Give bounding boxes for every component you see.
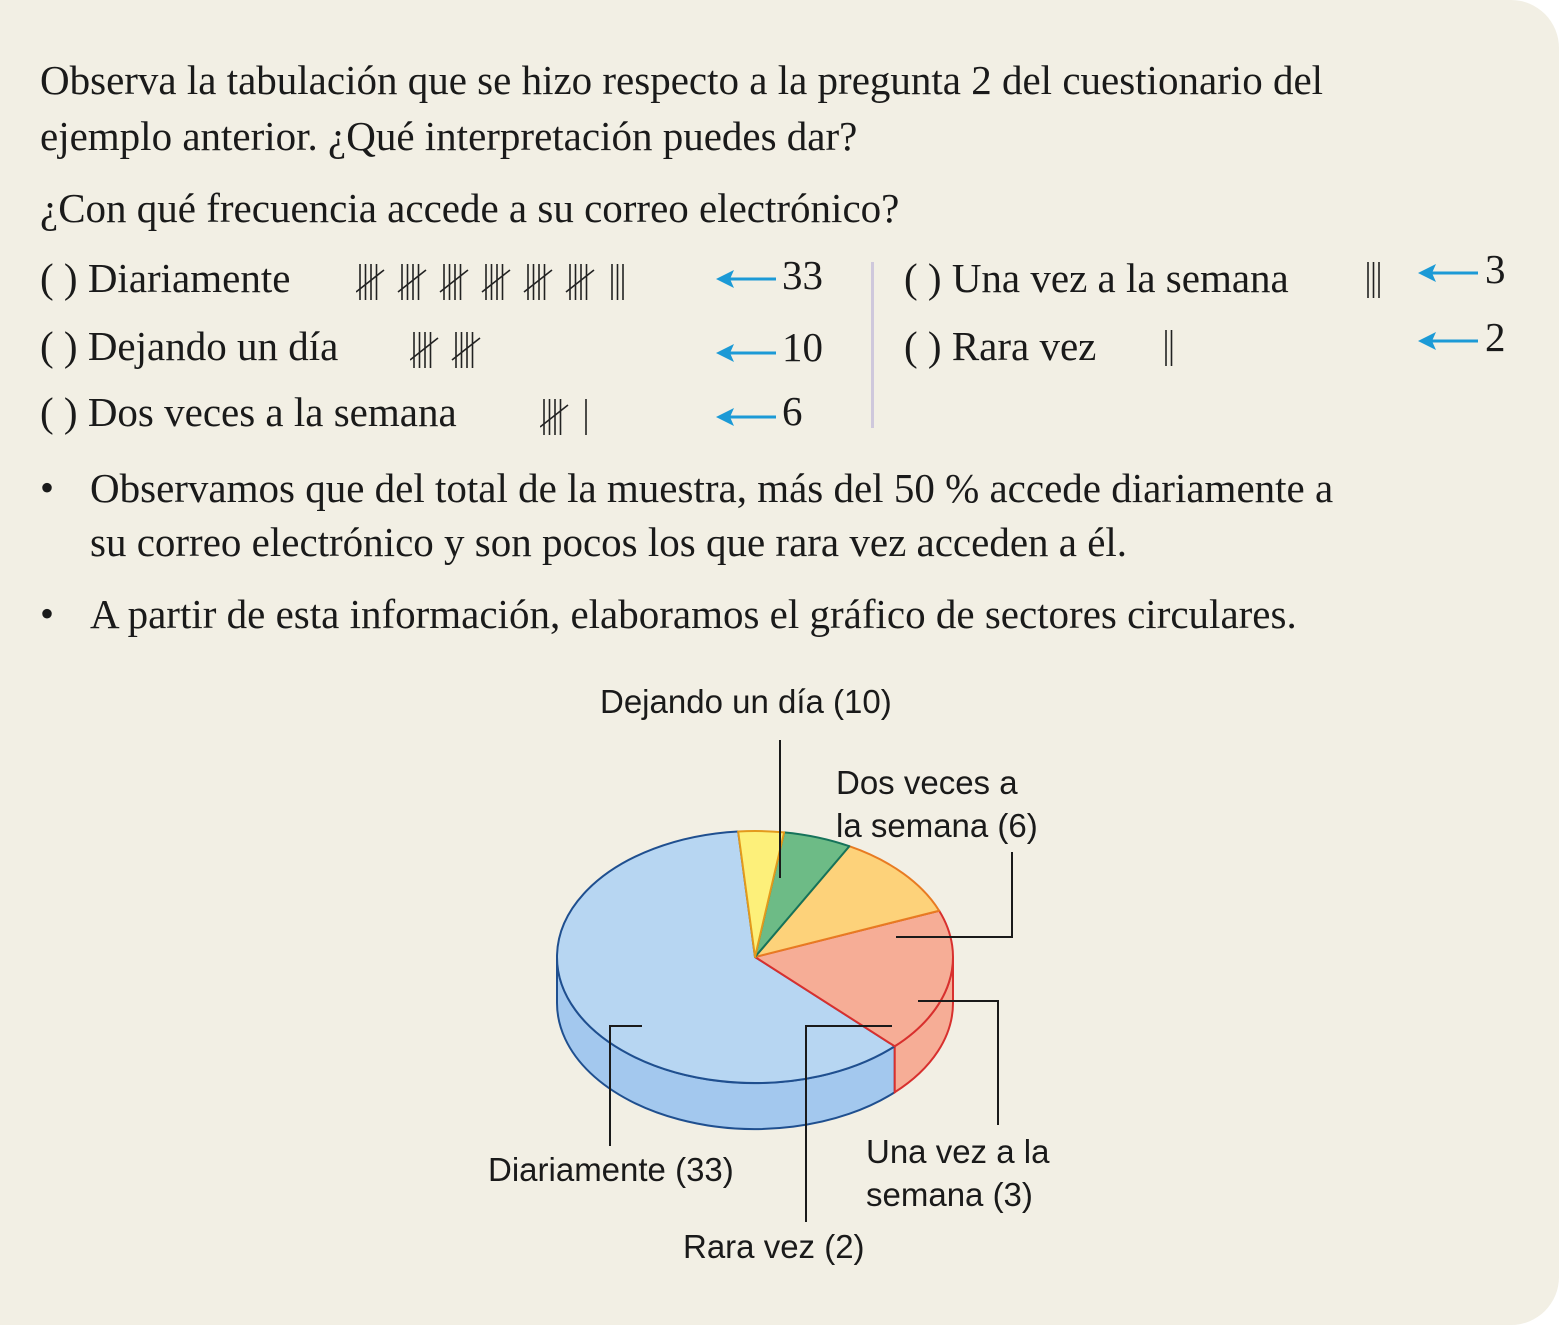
option-label: Diariamente: [87, 255, 291, 301]
count-una-vez: 3: [1485, 246, 1506, 292]
option-dejando-un-dia: ( ) Dejando un día: [40, 318, 338, 374]
tally-slash: [565, 269, 595, 293]
leader-diariamente: [609, 1025, 642, 1146]
pie-slice-dos-veces-a-la-semana: [754, 845, 941, 958]
leader-rara-vez: [805, 1025, 892, 1222]
tally-marks-diariamente: [356, 264, 624, 300]
option-parens: ( ): [40, 389, 78, 435]
tally-slash: [451, 337, 481, 361]
option-label: Dejando un día: [87, 323, 339, 369]
label-dos-veces-line-1: Dos veces a: [836, 764, 1018, 801]
count-dos-veces: 6: [782, 388, 803, 434]
bullet-marker: •: [40, 591, 55, 636]
option-parens: ( ): [904, 323, 942, 369]
arrow-icon: [1418, 264, 1478, 282]
tally-marks-una-vez: [1367, 262, 1380, 298]
count-diariamente: 33: [782, 252, 823, 298]
option-label: Una vez a la semana: [951, 255, 1289, 301]
leader-dos-veces: [896, 852, 1013, 938]
tally-slash: [439, 269, 469, 293]
label-una-vez-line-1: Una vez a la: [866, 1133, 1050, 1170]
option-label: Dos veces a la semana: [87, 389, 457, 435]
tally-slash: [540, 404, 569, 428]
label-rara-vez: Rara vez (2): [683, 1228, 865, 1265]
option-rara-vez: ( ) Rara vez: [904, 318, 1096, 374]
question-text: ¿Con qué frecuencia accede a su correo e…: [40, 185, 900, 231]
option-diariamente: ( ) Diariamente: [40, 250, 290, 306]
tally-slash: [410, 337, 439, 361]
option-parens: ( ): [904, 255, 942, 301]
tally-slash: [397, 269, 427, 293]
pie-slices: [556, 830, 954, 1130]
option-parens: ( ): [40, 323, 78, 369]
intro-line-1: Observa la tabulación que se hizo respec…: [40, 57, 1324, 103]
tally-slash: [523, 269, 553, 293]
count-dejando-un-dia: 10: [782, 324, 823, 370]
tally-slash: [481, 269, 511, 293]
label-dejando-un-dia: Dejando un día (10): [600, 683, 892, 720]
chart-leaders: [609, 740, 1013, 1222]
leader-una-vez: [918, 1000, 999, 1125]
bullet-2: A partir de esta información, elaboramos…: [90, 591, 1297, 637]
option-parens: ( ): [40, 255, 78, 301]
label-una-vez-line-2: semana (3): [866, 1176, 1033, 1213]
tally-marks-rara-vez: [1165, 330, 1173, 366]
tally-marks-dejando-un-dia: [410, 332, 481, 368]
arrow-icon: [1418, 332, 1478, 350]
label-dos-veces-line-2: la semana (6): [836, 807, 1038, 844]
bullet-1-line-1: Observamos que del total de la muestra, …: [90, 465, 1334, 511]
arrow-icon: [716, 270, 776, 288]
label-diariamente: Diariamente (33): [488, 1151, 734, 1188]
count-rara-vez: 2: [1485, 314, 1506, 360]
pie-slice-diariamente: [556, 830, 896, 1084]
tally-slash: [356, 269, 385, 293]
option-label: Rara vez: [951, 323, 1097, 369]
option-una-vez: ( ) Una vez a la semana: [904, 250, 1289, 306]
pie-slice-rara-vez: [737, 830, 786, 958]
tally-marks-dos-veces: [540, 399, 587, 435]
arrow-icon: [716, 344, 776, 362]
intro-line-2: ejemplo anterior. ¿Qué interpretación pu…: [40, 113, 858, 159]
arrow-icon: [716, 408, 776, 426]
pie-chart: Dejando un día (10) Dos veces a la seman…: [488, 683, 1050, 1265]
option-dos-veces: ( ) Dos veces a la semana: [40, 384, 457, 440]
column-divider: [871, 262, 874, 428]
bullet-1-line-2: su correo electrónico y son pocos los qu…: [90, 519, 1128, 565]
bullet-marker: •: [40, 465, 55, 510]
